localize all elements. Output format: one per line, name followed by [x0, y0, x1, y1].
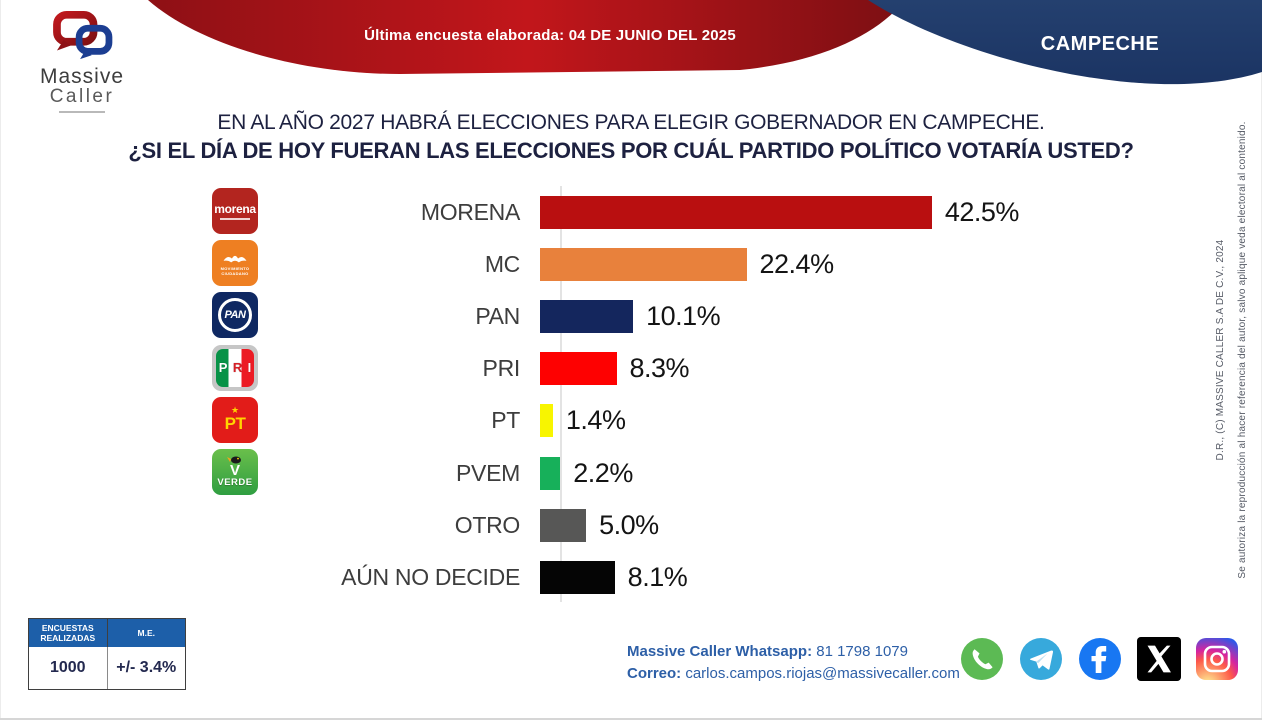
bar-category-label: PAN — [475, 302, 520, 329]
pt-logo-text: PT — [224, 413, 246, 433]
verde-toucan-icon — [227, 456, 241, 464]
bar-row: OTRO 5.0% — [0, 499, 1019, 551]
stats-header-me: M.E. — [137, 628, 155, 639]
bar-row: PRI 8.3% — [0, 343, 1019, 395]
bar-value-label: 8.1% — [627, 561, 688, 592]
contact-whatsapp-line: Massive Caller Whatsapp: 81 1798 1079 — [627, 641, 960, 663]
last-survey-date: 04 DE JUNIO DEL 2025 — [568, 27, 736, 44]
pan-ring: PAN — [218, 298, 252, 333]
mc-logo-text-line2: CIUDADANO — [221, 270, 249, 276]
blue-banner-shape — [868, 0, 1262, 85]
bar-value-label: 2.2% — [573, 457, 633, 488]
party-logo-mc: MOVIMIENTO CIUDADANO — [212, 240, 258, 287]
bar-category-label: PRI — [482, 355, 521, 382]
bar-category-label: PVEM — [456, 459, 520, 486]
bar — [540, 352, 617, 386]
chart-axis-line — [560, 186, 562, 602]
bar — [540, 195, 932, 229]
bar-category-label: PT — [491, 407, 520, 434]
pri-letter-i: I — [247, 360, 252, 376]
morena-logo-slogan-rule — [220, 218, 250, 220]
social-icons — [960, 637, 1238, 681]
contact-email-line: Correo: carlos.campos.riojas@massivecall… — [627, 663, 960, 685]
bar — [540, 247, 747, 281]
bar-category-label: MC — [484, 250, 520, 277]
poll-question-line2: ¿SI EL DÍA DE HOY FUERAN LAS ELECCIONES … — [128, 138, 1134, 163]
brand-tagline-rule — [59, 111, 105, 113]
pri-letter-p: P — [218, 360, 228, 376]
bar-value-label: 1.4% — [565, 405, 626, 436]
stats-table: ENCUESTAS REALIZADAS M.E. 1000 +/- 3.4% — [28, 618, 186, 691]
morena-logo-text: morena — [214, 202, 256, 216]
bar-category-label: MORENA — [420, 198, 520, 225]
bar-category-label: AÚN NO DECIDE — [341, 563, 520, 590]
stats-header-encuestas: ENCUESTAS REALIZADAS — [29, 619, 108, 648]
header-banners — [148, 0, 1262, 85]
last-survey-banner: Última encuesta elaborada: 04 DE JUNIO D… — [340, 27, 760, 44]
email-label: Correo: — [627, 665, 682, 682]
stats-table-body: 1000 +/- 3.4% — [29, 647, 185, 690]
bar — [540, 560, 615, 594]
party-logos-column: morena MOVIMIENTO CIUDADANO PAN P R I ★ … — [212, 188, 258, 501]
email-address: carlos.campos.riojas@massivecaller.com — [681, 665, 960, 682]
bar — [540, 299, 634, 333]
bar-value-label: 10.1% — [646, 300, 721, 331]
pt-star-icon: ★ — [230, 404, 240, 415]
party-logo-verde: V VERDE — [212, 448, 258, 495]
state-badge: CAMPECHE — [1040, 33, 1160, 55]
instagram-camera-glyph — [1203, 645, 1231, 673]
bar-row: PVEM 2.2% — [0, 447, 1019, 499]
bar-row: PAN 10.1% — [0, 290, 1019, 342]
whatsapp-label: Massive Caller Whatsapp: — [627, 643, 813, 660]
mc-logo-text-line1: MOVIMIENTO — [220, 265, 250, 271]
bar — [540, 456, 561, 490]
verde-v-mark: V — [229, 462, 240, 480]
party-logo-pri: P R I — [212, 344, 258, 391]
bar — [540, 404, 553, 438]
red-banner-shape — [148, 0, 905, 74]
whatsapp-icon[interactable] — [960, 637, 1004, 681]
party-logo-morena: morena — [212, 188, 258, 234]
bar-value-label: 5.0% — [599, 509, 659, 540]
stats-value-me: +/- 3.4% — [116, 659, 177, 677]
instagram-icon[interactable] — [1196, 638, 1238, 680]
poll-question: EN AL AÑO 2027 HABRÁ ELECCIONES PARA ELE… — [0, 111, 1262, 164]
bar — [540, 508, 587, 542]
bar-value-label: 22.4% — [759, 248, 835, 279]
copyright-line: D.R., (C) MASSIVE CALLER S.A DE C.V., 20… — [1215, 239, 1226, 461]
pan-logo-text: PAN — [224, 309, 246, 322]
verde-logo-text: VERDE — [217, 477, 253, 489]
bar-row: AÚN NO DECIDE 8.1% — [0, 551, 1019, 603]
mc-eagle-icon — [223, 255, 247, 262]
massive-caller-logo: Massive Caller — [22, 10, 142, 113]
pri-tricolor: P R I — [216, 348, 254, 387]
bar-row: MORENA 42.5% — [0, 186, 1019, 238]
speech-bubbles-icon — [53, 10, 113, 60]
stats-table-header: ENCUESTAS REALIZADAS M.E. — [29, 619, 185, 648]
stats-value-encuestas: 1000 — [29, 647, 108, 690]
bar-chart: MORENA 42.5% MC 22.4% PAN 10.1% PRI 8.3% PT 1.4% P… — [0, 186, 1019, 604]
brand-word-caller: Caller — [49, 86, 115, 107]
poll-question-line1: EN AL AÑO 2027 HABRÁ ELECCIONES PARA ELE… — [217, 111, 1045, 134]
x-icon[interactable] — [1137, 637, 1181, 681]
bar-row: MC 22.4% — [0, 238, 1019, 290]
party-logo-pan: PAN — [212, 292, 258, 339]
whatsapp-number: 81 1798 1079 — [812, 643, 908, 660]
contact-block: Massive Caller Whatsapp: 81 1798 1079 Co… — [627, 641, 960, 685]
bar-category-label: OTRO — [454, 511, 521, 538]
facebook-icon[interactable] — [1078, 637, 1122, 681]
bar-value-label: 42.5% — [944, 196, 1020, 227]
bar-value-label: 8.3% — [629, 353, 690, 384]
pri-letter-r: R — [232, 360, 243, 376]
brand-word-massive: Massive — [39, 65, 125, 88]
bar-row: PT 1.4% — [0, 395, 1019, 447]
reproduction-notice-line: Se autoriza la reproducción al hacer ref… — [1237, 121, 1248, 579]
telegram-icon[interactable] — [1019, 637, 1063, 681]
party-logo-pt: ★ PT — [212, 396, 258, 443]
last-survey-label: Última encuesta elaborada: — [364, 27, 565, 44]
